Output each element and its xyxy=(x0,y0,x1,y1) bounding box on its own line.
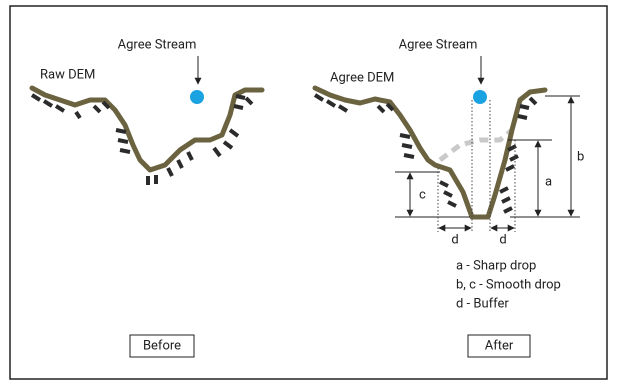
dimension-lines xyxy=(395,95,580,232)
legend-item: a - Sharp drop xyxy=(456,258,536,273)
original-terrain xyxy=(438,128,514,162)
stream-label: Agree Stream xyxy=(399,37,478,52)
dimension-label: d xyxy=(499,232,506,247)
dem-label: Raw DEM xyxy=(40,67,95,82)
hatches xyxy=(30,93,254,185)
terrain xyxy=(29,85,265,173)
legend-item: b, c - Smooth drop xyxy=(456,277,561,292)
after-label-box xyxy=(467,334,531,358)
button-label: After xyxy=(485,338,514,353)
button-label: Before xyxy=(143,338,181,353)
legend-item: d - Buffer xyxy=(456,296,509,311)
frame xyxy=(9,5,608,380)
dimension-label: a xyxy=(545,174,552,189)
stream-dot xyxy=(473,90,487,104)
hatches xyxy=(313,93,538,214)
dem-label: Agree DEM xyxy=(330,70,394,85)
dimension-label: d xyxy=(451,232,458,247)
before-panel: Agree Stream Raw DEM Before xyxy=(29,37,265,358)
dimension-label: b xyxy=(577,149,584,164)
before-label-box xyxy=(129,334,195,358)
dimension-label: c xyxy=(419,187,426,202)
stream-label: Agree Stream xyxy=(118,37,197,52)
after-panel: Agree Stream Agree DEM a b xyxy=(312,37,584,358)
stream-dot xyxy=(190,90,204,104)
